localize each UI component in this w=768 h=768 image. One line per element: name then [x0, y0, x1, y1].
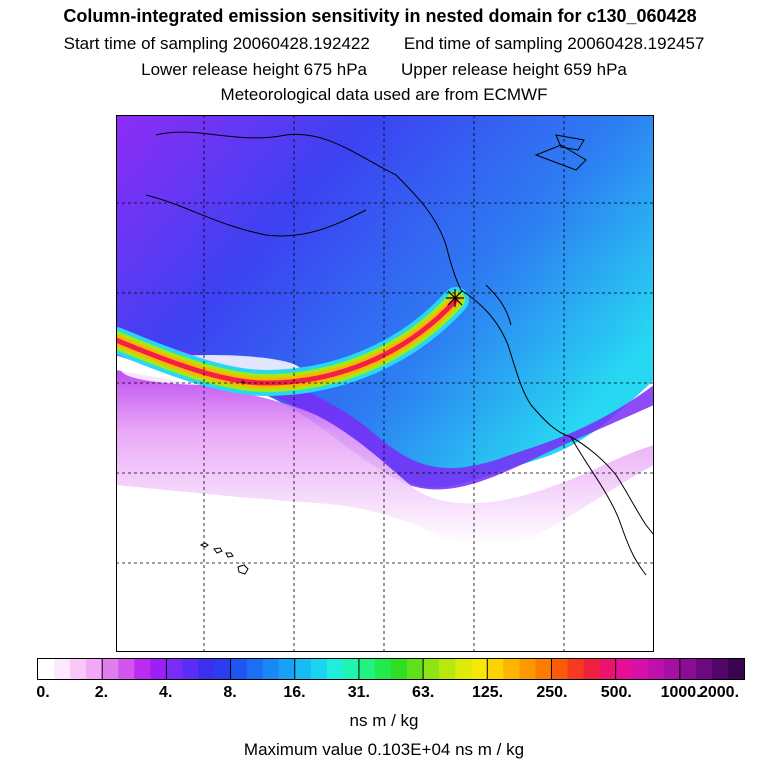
colorbar-swatch [679, 659, 697, 679]
colorbar-swatch [455, 659, 472, 679]
colorbar-swatch [326, 659, 344, 679]
colorbar-swatch [583, 659, 601, 679]
colorbar-tick-label: 4. [159, 684, 173, 701]
colorbar-tick-label: 31. [347, 684, 370, 701]
colorbar-swatch [615, 659, 633, 679]
colorbar-tick-label: 1000. [660, 684, 701, 701]
colorbar-swatch [358, 659, 376, 679]
upper-release-label: Upper release height 659 hPa [401, 60, 627, 79]
colorbar-swatch [262, 659, 280, 679]
colorbar-tick-label: 63. [412, 684, 435, 701]
colorbar-swatch [118, 659, 135, 679]
colorbar-tick-label: 16. [283, 684, 306, 701]
colorbar-swatch [631, 659, 649, 679]
colorbar-swatch [439, 659, 456, 679]
colorbar-swatch [54, 659, 71, 679]
colorbar-swatch [423, 659, 440, 679]
colorbar-swatch [182, 659, 199, 679]
colorbar-swatch [567, 659, 585, 679]
release-location-marker [446, 289, 464, 307]
colorbar-swatch [535, 659, 552, 679]
sampling-times-row: Start time of sampling 20060428.192422 En… [0, 34, 768, 54]
colorbar-swatch [727, 659, 744, 679]
colorbar-swatch [471, 659, 488, 679]
colorbar-swatch [102, 659, 119, 679]
colorbar-swatch [134, 659, 151, 679]
map-frame [116, 115, 654, 652]
colorbar-swatch [294, 659, 312, 679]
colorbar-swatch [310, 659, 328, 679]
release-heights-row: Lower release height 675 hPa Upper releas… [0, 60, 768, 80]
colorbar-swatch [503, 659, 520, 679]
colorbar [37, 658, 745, 680]
colorbar-swatch [150, 659, 167, 679]
sensitivity-field-upper [116, 115, 654, 488]
colorbar-swatch [519, 659, 536, 679]
end-time-label: End time of sampling 20060428.192457 [403, 34, 705, 53]
colorbar-swatch [246, 659, 264, 679]
colorbar-swatch [38, 659, 55, 679]
colorbar-swatch [278, 659, 296, 679]
colorbar-swatch [230, 659, 248, 679]
colorbar-units: ns m / kg [349, 711, 419, 730]
met-data-label: Meteorological data used are from ECMWF [220, 85, 548, 104]
colorbar-swatch [599, 659, 617, 679]
plume-time-marker: + [240, 378, 246, 389]
colorbar-swatch [711, 659, 729, 679]
colorbar-tick-label: 0. [36, 684, 50, 701]
colorbar-tick-label: 500. [600, 684, 632, 701]
colorbar-swatch [551, 659, 568, 679]
colorbar-swatch [391, 659, 408, 679]
colorbar-swatch [647, 659, 665, 679]
colorbar-tick-label: 250. [536, 684, 568, 701]
lower-release-label: Lower release height 675 hPa [141, 60, 367, 79]
colorbar-swatch [374, 659, 392, 679]
colorbar-swatch [342, 659, 360, 679]
colorbar-swatch [86, 659, 103, 679]
colorbar-tick-label: 2. [94, 684, 109, 701]
colorbar-swatch [214, 659, 232, 679]
colorbar-swatch [695, 659, 713, 679]
colorbar-swatch [407, 659, 424, 679]
colorbar-swatch [166, 659, 183, 679]
sensitivity-map: + [116, 115, 654, 652]
start-time-label: Start time of sampling 20060428.192422 [63, 34, 370, 53]
colorbar-swatch [663, 659, 681, 679]
coastlines [145, 131, 654, 576]
colorbar-swatch [487, 659, 504, 679]
sensitivity-fade-region [116, 370, 654, 546]
colorbar-swatch [198, 659, 215, 679]
colorbar-tick-label: 2000. [698, 684, 740, 701]
maximum-value-label: Maximum value 0.103E+04 ns m / kg [243, 740, 525, 759]
colorbar-tick-label: 125. [471, 684, 504, 701]
colorbar-tick-label: 8. [223, 684, 237, 701]
chart-title: Column-integrated emission sensitivity i… [63, 6, 697, 26]
colorbar-swatch [70, 659, 87, 679]
